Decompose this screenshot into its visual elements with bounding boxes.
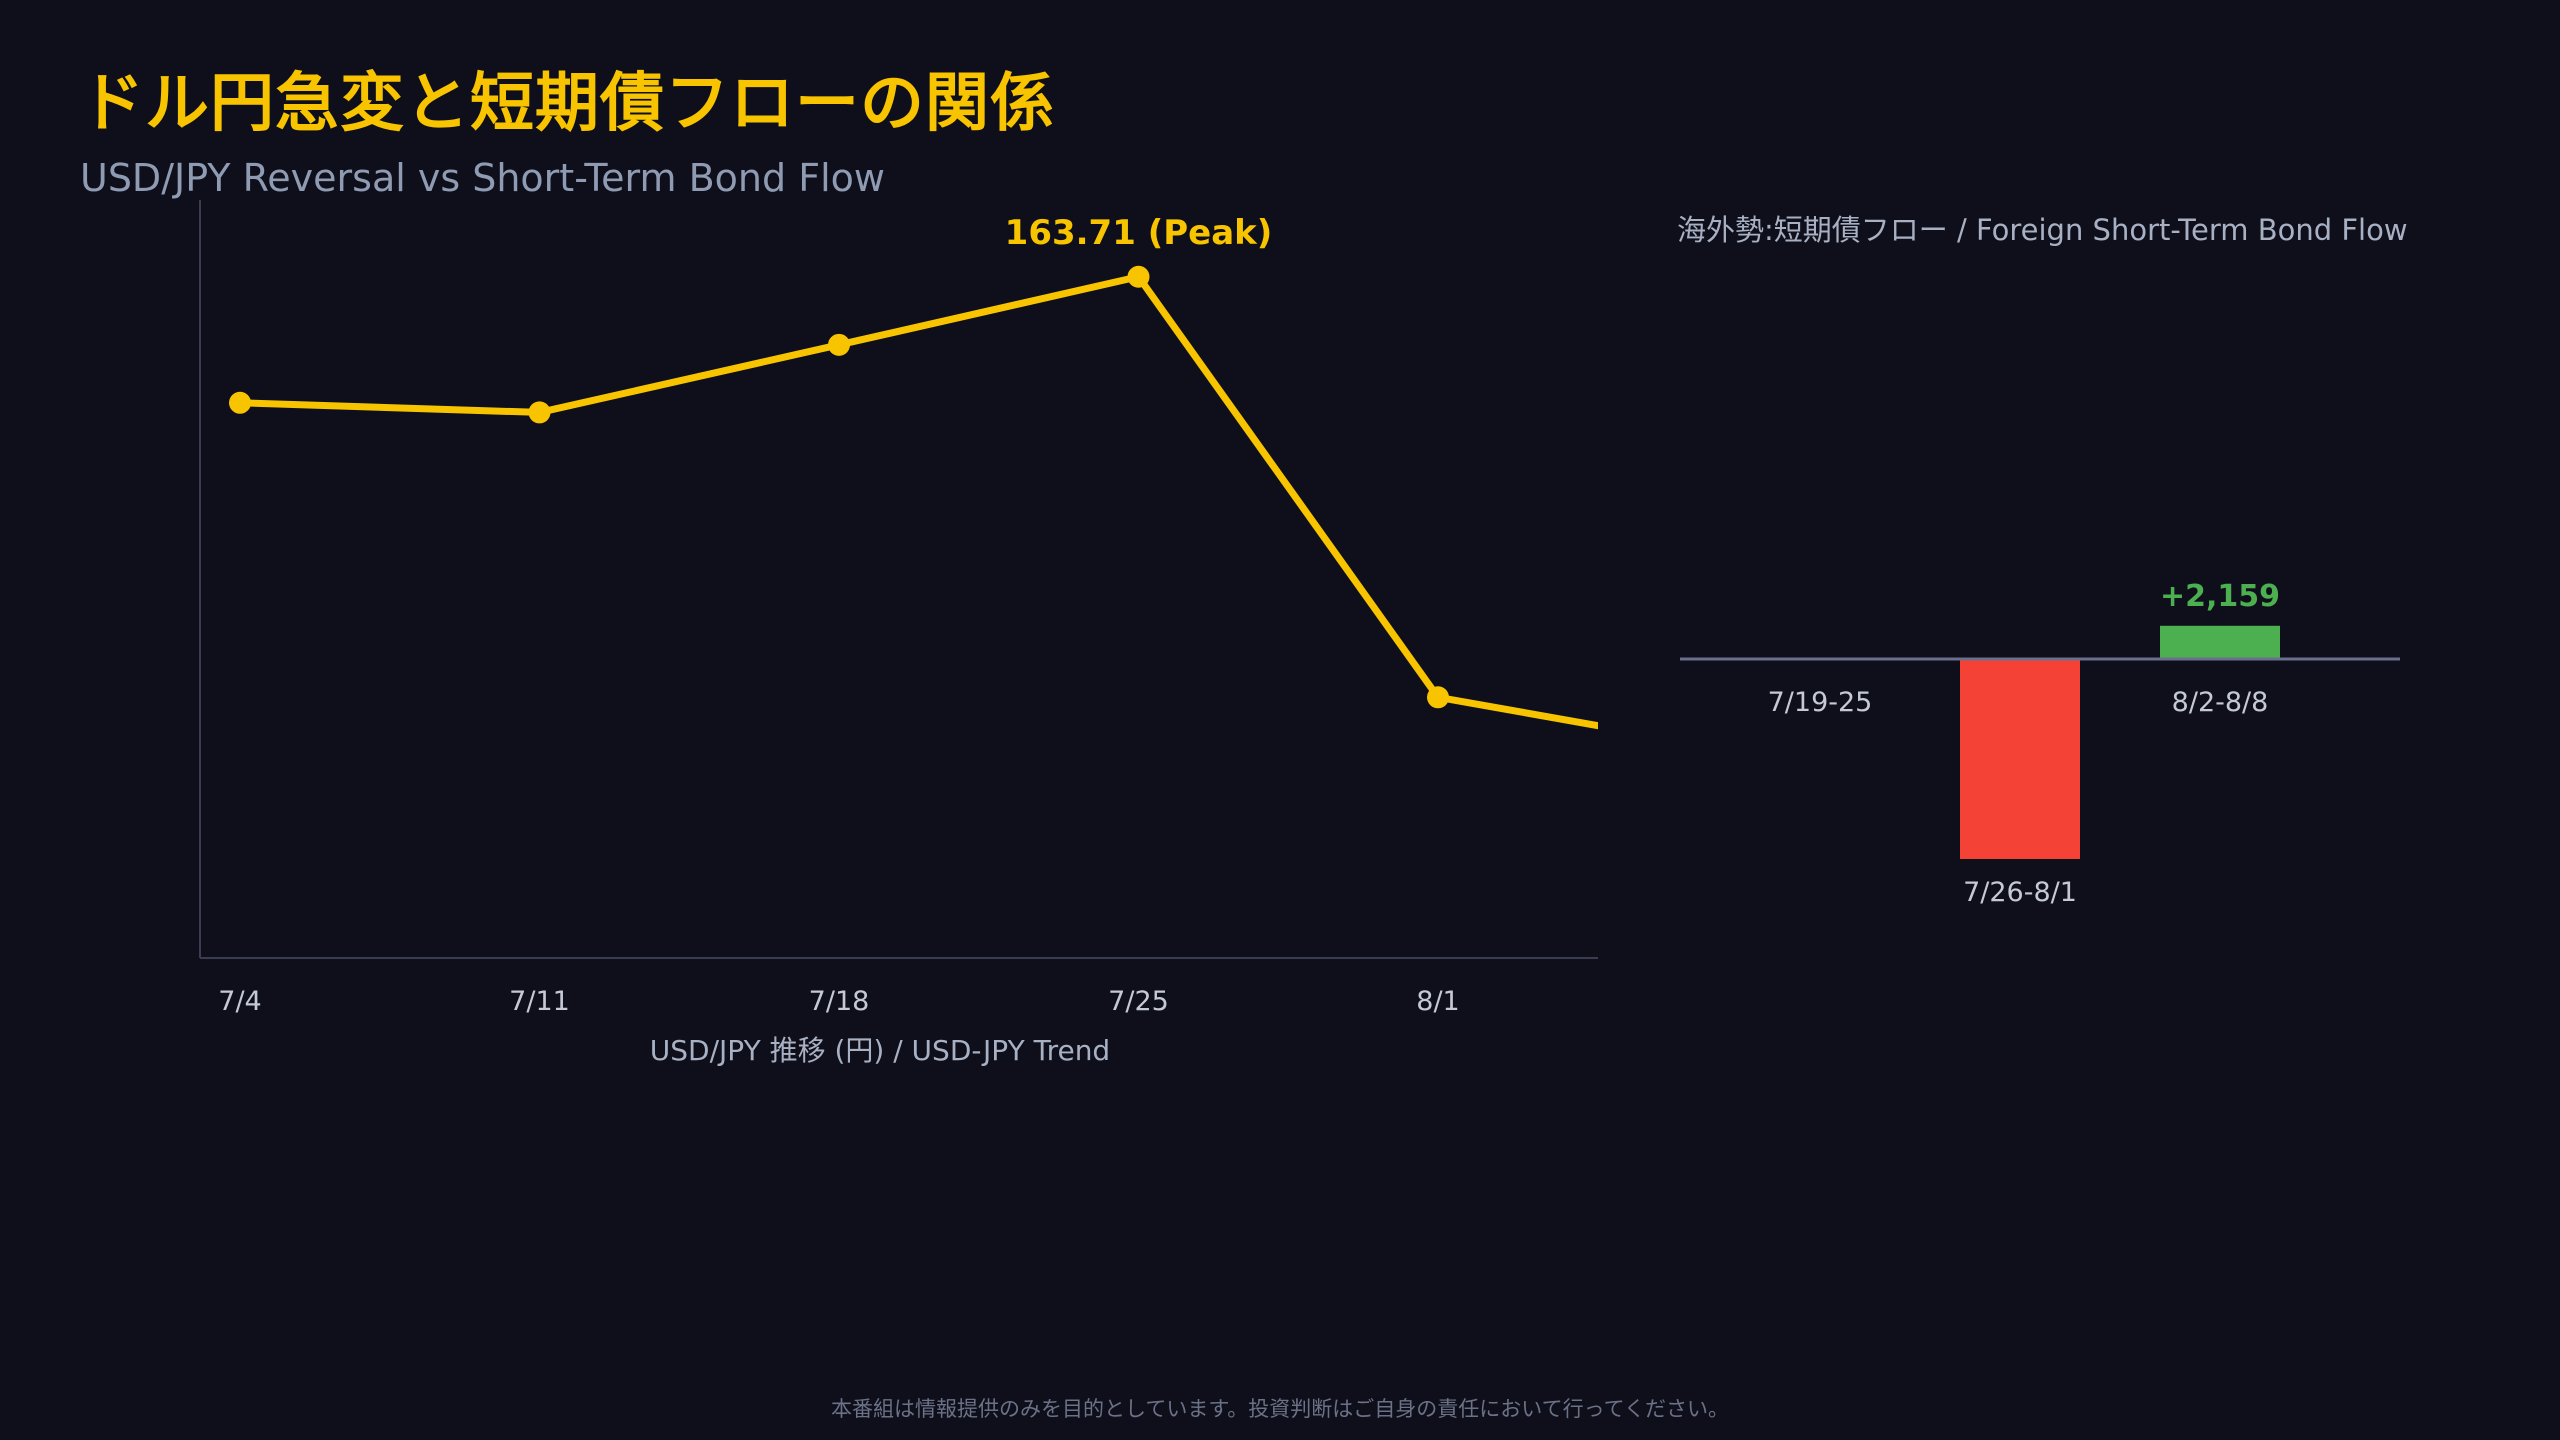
data-point-7-18	[828, 333, 850, 356]
page-subtitle: USD/JPY Reversal vs Short-Term Bond Flow	[80, 156, 885, 200]
usdjpy-line-chart: 7/4 7/11 7/18 7/25 8/1 USD/JPY 推移 (円) / USD-J…	[199, 200, 1598, 1067]
data-point-7-25	[1127, 265, 1150, 288]
page-title: ドル円急変と短期債フローの関係	[80, 67, 1055, 141]
x-tick-label: 8/1	[1416, 986, 1459, 1017]
bar-chart-title: 海外勢:短期債フロー / Foreign Short-Term Bond Flo…	[1677, 213, 2408, 247]
x-tick-label: 7/4	[218, 986, 261, 1017]
disclaimer: 本番組は情報提供のみを目的としています。投資判断はご自身の責任において行ってくだ…	[831, 1397, 1729, 1421]
data-point-8-1	[1427, 686, 1449, 709]
plot-area	[229, 265, 1598, 730]
bar-category-label: 8/2-8/8	[2172, 687, 2269, 718]
x-tick-label: 7/25	[1108, 986, 1169, 1017]
data-point-7-11	[528, 401, 551, 424]
data-point-7-4	[229, 391, 251, 414]
bar-7/26-8/1	[1960, 659, 2080, 859]
bar-category-label: 7/19-25	[1768, 687, 1873, 718]
peak-annotation: 163.71 (Peak)	[1005, 213, 1273, 253]
x-axis-title: USD/JPY 推移 (円) / USD-JPY Trend	[650, 1034, 1110, 1067]
x-tick-label: 7/18	[809, 986, 870, 1017]
series-line	[236, 273, 1598, 730]
bar-value-label: +2,159	[2160, 579, 2280, 614]
x-tick-label: 7/11	[509, 986, 570, 1017]
bar-category-label: 7/26-8/1	[1963, 877, 2077, 908]
bond-flow-bar-chart: 海外勢:短期債フロー / Foreign Short-Term Bond Flo…	[1677, 213, 2408, 908]
bar-8/2-8/8	[2160, 625, 2280, 659]
